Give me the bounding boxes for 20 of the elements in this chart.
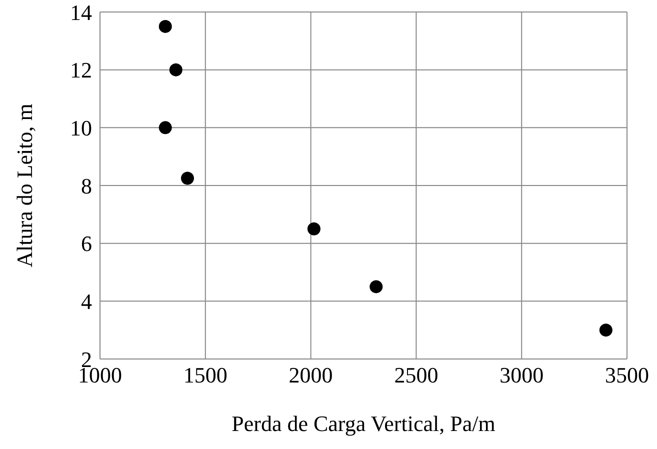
y-tick-label: 10 <box>70 115 92 140</box>
point <box>158 20 172 33</box>
x-tick-label: 3500 <box>605 362 649 388</box>
point <box>158 121 172 134</box>
x-axis-title: Perda de Carga Vertical, Pa/m <box>232 411 496 436</box>
point <box>180 172 194 185</box>
y-tick-label: 8 <box>81 173 92 198</box>
y-tick-label: 6 <box>81 231 92 256</box>
x-tick-label: 3000 <box>500 362 544 388</box>
x-tick-label: 2000 <box>288 362 333 388</box>
point <box>169 63 182 76</box>
point <box>370 280 383 294</box>
y-tick-label: 14 <box>70 0 92 25</box>
y-tick-label: 4 <box>81 288 92 314</box>
y-axis-title: Altura do Leito, m <box>12 104 37 268</box>
y-tick-label: 12 <box>70 58 92 83</box>
x-tick-label: 2500 <box>394 362 438 388</box>
x-tick-label: 1500 <box>183 362 228 388</box>
point <box>599 324 612 337</box>
point <box>307 222 320 236</box>
